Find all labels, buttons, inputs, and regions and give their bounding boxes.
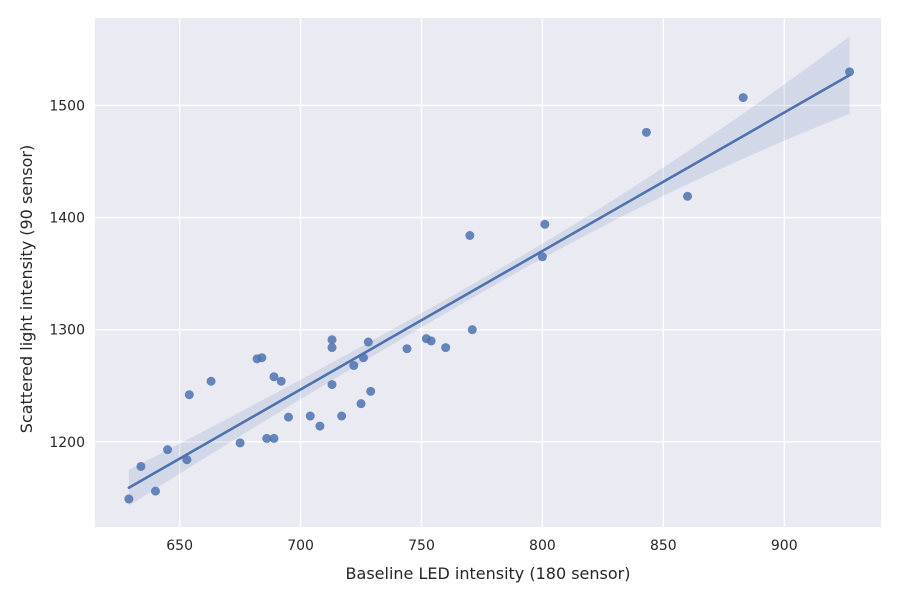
- data-point: [738, 93, 748, 103]
- x-tick-label: 900: [771, 538, 798, 554]
- data-point: [540, 219, 550, 229]
- data-point: [163, 445, 173, 455]
- data-point: [356, 399, 366, 409]
- data-point: [327, 380, 337, 390]
- data-point: [366, 386, 376, 396]
- data-point: [683, 191, 693, 201]
- data-point: [283, 412, 293, 422]
- data-point: [537, 252, 547, 262]
- data-point: [327, 343, 337, 353]
- data-point: [363, 337, 373, 347]
- y-tick-label: 1500: [49, 98, 85, 114]
- data-point: [150, 486, 160, 496]
- y-tick-label: 1200: [49, 435, 85, 451]
- data-point: [845, 67, 855, 77]
- y-axis-label: Scattered light intensity (90 sensor): [17, 145, 36, 433]
- y-tick-labels: 1200 1300 1400 1500: [49, 98, 85, 450]
- data-point: [465, 231, 475, 241]
- data-point: [276, 376, 286, 386]
- x-tick-labels: 650 700 750 800 850 900: [166, 538, 797, 554]
- data-point: [315, 421, 325, 431]
- data-point: [206, 376, 216, 386]
- x-tick-label: 800: [529, 538, 556, 554]
- data-point: [124, 494, 134, 504]
- data-point: [402, 344, 412, 354]
- data-point: [262, 433, 272, 443]
- data-point: [305, 411, 315, 421]
- data-point: [467, 325, 477, 335]
- grid-lines: [95, 18, 881, 527]
- data-point: [426, 336, 436, 346]
- regression-line: [127, 73, 851, 490]
- data-point: [269, 433, 279, 443]
- x-tick-label: 700: [287, 538, 314, 554]
- x-tick-label: 850: [650, 538, 677, 554]
- x-tick-label: 750: [408, 538, 435, 554]
- data-point: [269, 372, 279, 382]
- x-tick-label: 650: [166, 538, 193, 554]
- y-tick-label: 1300: [49, 323, 85, 339]
- data-point: [349, 361, 359, 371]
- confidence-band: [128, 36, 850, 506]
- data-point: [235, 438, 245, 448]
- x-axis-label: Baseline LED intensity (180 sensor): [346, 564, 631, 583]
- data-point: [257, 353, 267, 363]
- data-point: [184, 390, 194, 400]
- data-points: [124, 67, 855, 504]
- data-point: [136, 461, 146, 471]
- data-point: [441, 343, 451, 353]
- data-point: [337, 411, 347, 421]
- data-point: [327, 335, 337, 345]
- data-point: [641, 127, 651, 137]
- data-point: [182, 455, 192, 465]
- y-tick-label: 1400: [49, 211, 85, 227]
